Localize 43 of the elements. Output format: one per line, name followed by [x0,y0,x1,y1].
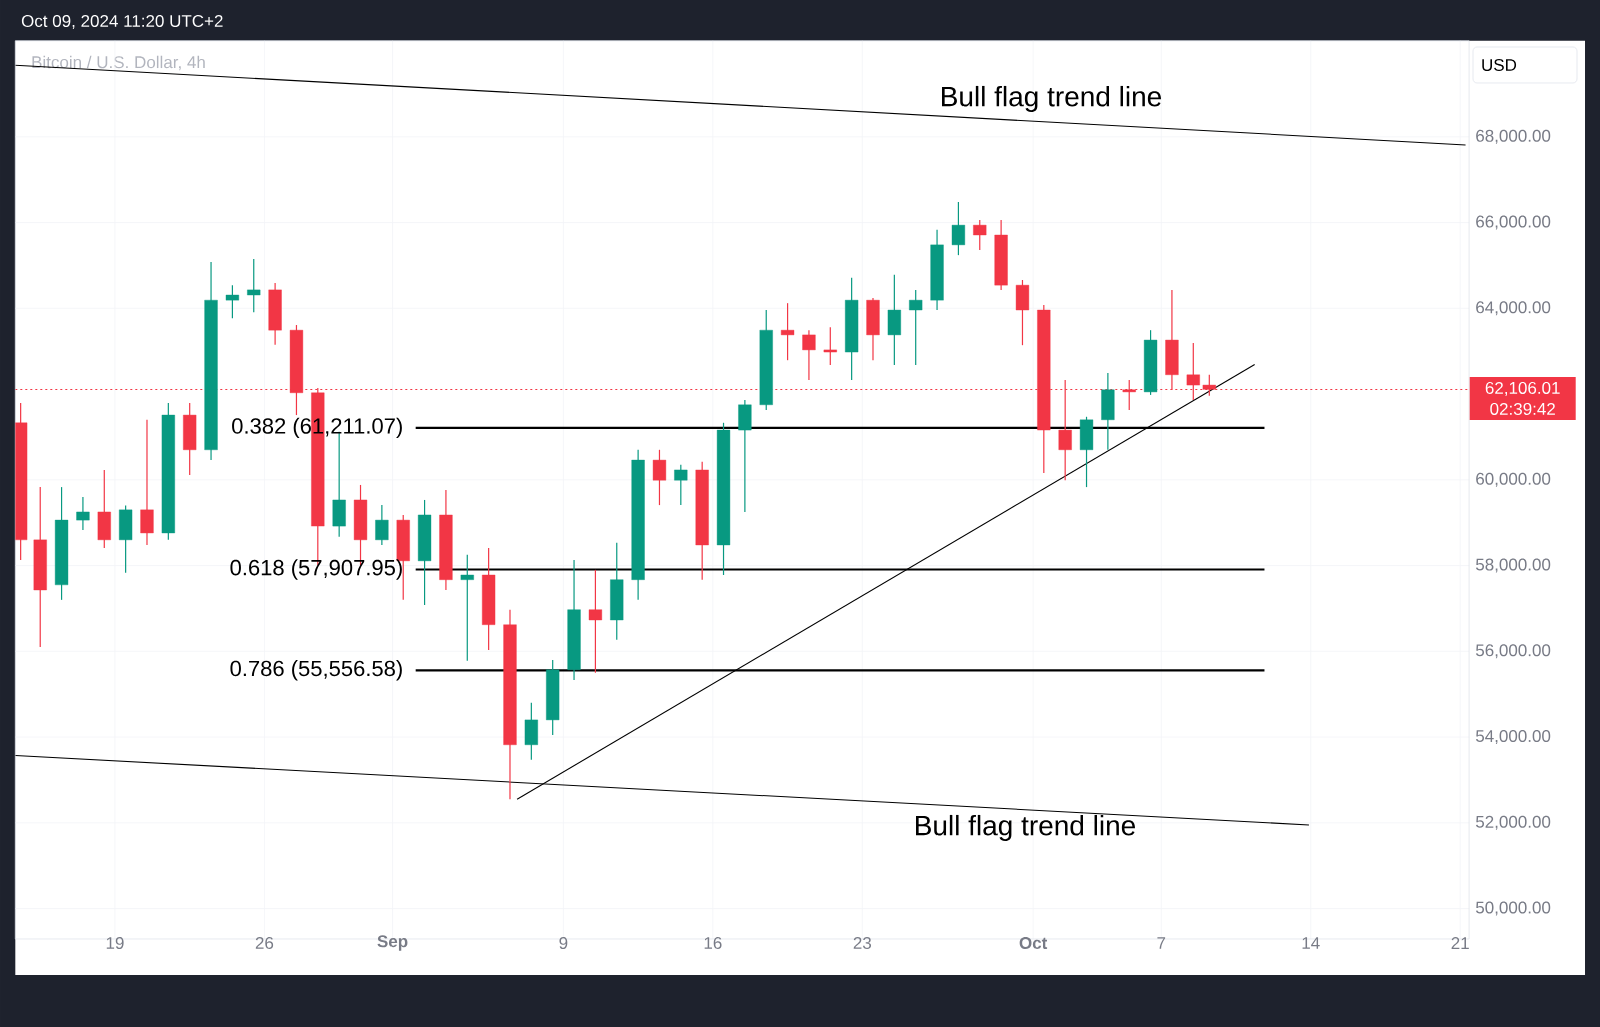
x-tick-label: Sep [377,935,408,951]
candlestick [375,504,389,546]
x-tick-label: 7 [1157,937,1166,949]
annotation: Bull flag trend line [942,85,1161,113]
text: Bitcoin / U.S. Dollar, 4h [32,55,205,71]
candlestick [247,258,261,313]
x-tick-label: 23 [853,936,872,949]
x-tick-label: 21 [1451,937,1469,949]
candlestick [823,326,837,366]
y-tick-label: 50,000.00 [1475,901,1551,916]
candlestick [674,464,688,506]
candlestick [140,419,154,546]
y-tick-label: 64,000.00 [1476,301,1551,316]
y-tick-label: 58,000.00 [1475,558,1551,573]
y-tick-label: 68,000.00 [1476,129,1551,144]
x-tick-label: 19 [106,936,124,949]
text: 02:39:42 [1490,402,1555,415]
x-tick-label: 26 [255,936,274,949]
candlestick [973,219,987,251]
candlestick [460,554,474,662]
series-label: 0.618 (57,907.95) [230,559,402,580]
y-tick-label: 66,000.00 [1476,215,1551,230]
ref-line-label: 62,106.01 [1485,381,1560,396]
candlestick [802,329,816,381]
candlestick [780,302,795,361]
y-axis-title: USD [1482,58,1517,71]
candlestick [652,449,667,506]
candlestick [588,569,603,674]
x-tick-label: 9 [559,936,568,949]
annotation: Bull flag trend line [916,814,1135,842]
x-tick-label: 16 [704,936,722,949]
y-tick-label: 60,000.00 [1476,472,1551,487]
y-tick-label: 52,000.00 [1475,815,1551,830]
candlestick [225,284,240,319]
x-tick-label: 14 [1302,937,1320,949]
candlestick [909,289,923,366]
y-tick-label: 54,000.00 [1475,730,1551,745]
y-tick-label: 56,000.00 [1475,644,1551,659]
chart-title: Oct 09, 2024 11:20 UTC+2 [21,14,223,29]
series-label: 0.786 (55,556.58) [230,660,402,681]
candlestick [76,496,90,531]
x-tick-label: Oct [1019,936,1048,949]
candlestick [951,201,966,256]
